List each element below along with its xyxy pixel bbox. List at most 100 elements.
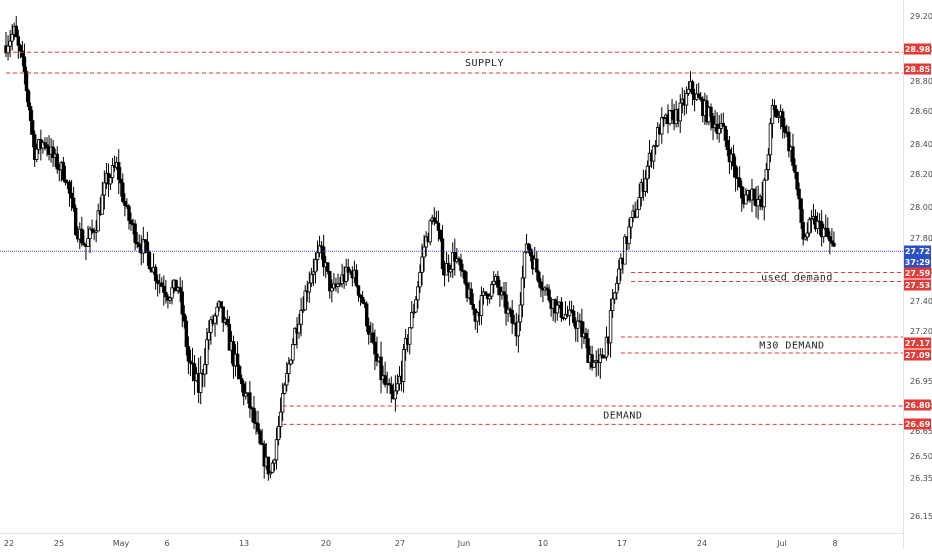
candle	[373, 329, 377, 371]
candle	[686, 81, 691, 96]
candle	[283, 382, 287, 395]
candle	[522, 251, 527, 289]
candle	[354, 264, 359, 288]
candle	[80, 216, 84, 247]
candle	[180, 280, 184, 328]
candle	[801, 208, 805, 246]
candle	[492, 271, 496, 294]
candle	[537, 270, 541, 288]
candle	[422, 234, 426, 272]
candle	[774, 105, 779, 118]
y-tick-label: 26.95	[910, 377, 932, 386]
candle	[502, 281, 506, 308]
candle	[96, 203, 100, 232]
candle	[26, 88, 31, 111]
candle	[244, 381, 248, 400]
candle	[768, 118, 773, 163]
candle	[383, 361, 387, 388]
candle	[592, 360, 596, 368]
price-tag: 27.09	[904, 349, 931, 361]
candle	[362, 299, 367, 308]
candle	[198, 356, 203, 405]
price-tag-label: 26.80	[905, 401, 931, 410]
candle	[168, 296, 172, 304]
candle	[344, 258, 348, 286]
candle	[43, 137, 47, 151]
candle	[160, 277, 164, 288]
y-tick-label: 28.20	[910, 170, 932, 179]
candle	[215, 302, 219, 326]
candle	[436, 210, 441, 242]
candle	[393, 375, 398, 412]
candle	[678, 94, 682, 134]
candle	[410, 301, 414, 329]
price-tag-label: 37:29	[905, 258, 931, 267]
price-tag-label: 26.69	[905, 420, 931, 429]
candle	[127, 203, 131, 230]
candle	[627, 218, 631, 250]
x-tick-label: 10	[538, 539, 548, 548]
candle	[291, 338, 295, 364]
candle	[559, 297, 564, 322]
x-tick-label: 20	[321, 539, 331, 548]
candle	[526, 242, 531, 254]
candle	[330, 279, 334, 303]
candle	[457, 256, 461, 266]
candle	[668, 109, 672, 126]
price-tag-label: 27.72	[905, 247, 930, 256]
candle	[418, 264, 422, 293]
candle	[569, 300, 574, 314]
candle	[184, 315, 189, 356]
candle	[699, 91, 703, 102]
candle	[469, 282, 473, 305]
candle	[280, 382, 285, 422]
candle	[830, 228, 834, 247]
candle	[235, 341, 240, 380]
candle	[453, 238, 457, 276]
x-tick-label: 24	[697, 539, 707, 548]
candle	[803, 234, 807, 241]
candle	[225, 309, 230, 327]
candle	[28, 102, 33, 135]
candle	[315, 240, 320, 271]
candle	[815, 212, 820, 234]
candle	[88, 226, 92, 253]
candle	[651, 144, 656, 169]
candle	[317, 235, 322, 258]
candle	[379, 341, 383, 394]
candle	[602, 355, 607, 359]
candle	[289, 358, 293, 366]
candle	[22, 43, 27, 85]
time-axis[interactable]: 22 25 May 6 13 20 27 Jun 10 17 24 Jul 8	[4, 539, 838, 548]
candle	[63, 165, 68, 186]
candle	[73, 204, 78, 236]
candle	[535, 250, 539, 281]
candle	[600, 348, 605, 359]
candle	[809, 209, 814, 233]
candle	[711, 112, 715, 141]
candle	[121, 173, 125, 204]
x-tick-label: May	[113, 539, 130, 548]
candle	[16, 29, 20, 59]
candle	[319, 241, 324, 260]
candle	[110, 157, 115, 183]
candle	[18, 43, 23, 59]
candle	[416, 281, 420, 309]
candle	[717, 114, 721, 143]
candle	[133, 219, 137, 251]
candle	[528, 244, 533, 262]
candle	[135, 232, 139, 249]
candle	[772, 99, 777, 117]
candle	[145, 231, 150, 266]
candle	[615, 276, 619, 300]
candle	[744, 188, 748, 205]
candle	[309, 267, 314, 288]
candle	[100, 181, 105, 215]
candle	[237, 364, 242, 380]
candle	[826, 217, 830, 240]
candle	[690, 79, 695, 106]
candle	[188, 349, 193, 377]
candle	[268, 470, 273, 479]
x-tick-label: 8	[832, 539, 837, 548]
candle	[67, 179, 72, 207]
